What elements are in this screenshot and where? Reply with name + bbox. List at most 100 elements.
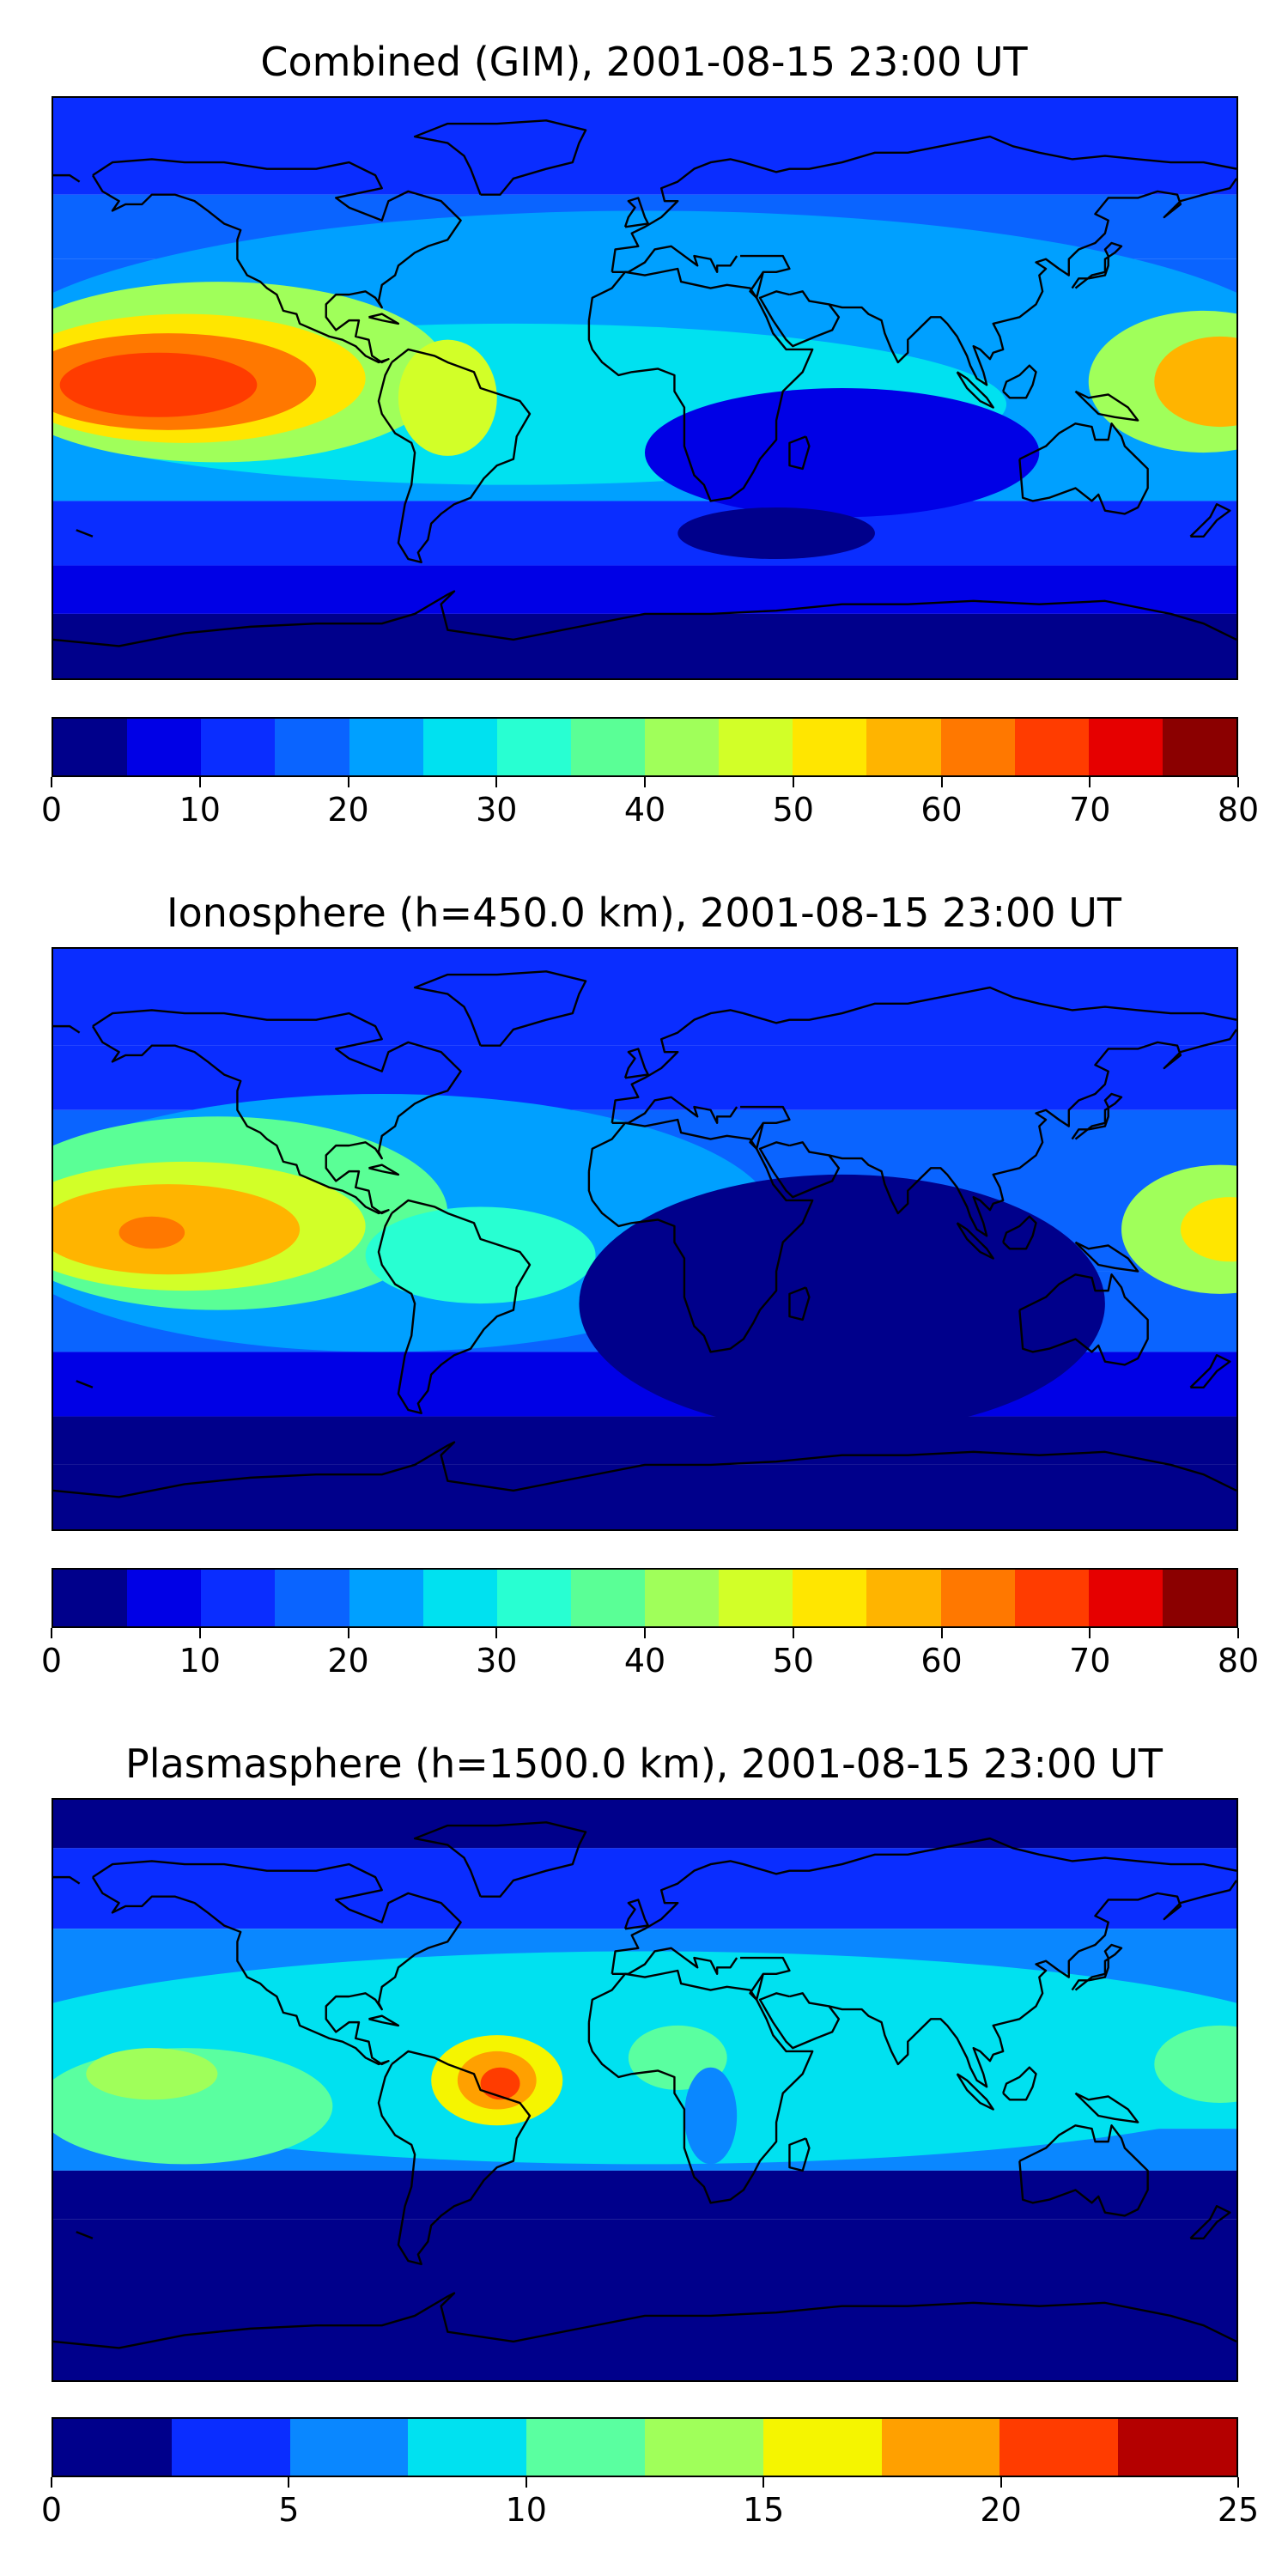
- coastline: [1002, 1215, 1037, 1250]
- coastline: [53, 2292, 1236, 2349]
- heatmap-band: [53, 2219, 1236, 2380]
- colorbar-tick: [999, 2477, 1002, 2488]
- colorbar-tick-label: 10: [179, 791, 221, 829]
- heatmap-band: [53, 1464, 1236, 1529]
- coastline: [1074, 390, 1139, 422]
- colorbar-tick: [1237, 2477, 1239, 2488]
- coastline: [611, 245, 738, 273]
- colorbar: [52, 2417, 1238, 2477]
- heatmap-band: [53, 2170, 1236, 2220]
- colorbar-segment: [719, 719, 793, 775]
- heatmap-contour: [1121, 1164, 1236, 1294]
- colorbar-segment: [408, 2419, 527, 2476]
- colorbar-tick-label: 5: [278, 2491, 300, 2529]
- coastline: [1002, 364, 1037, 399]
- coastline: [956, 371, 994, 409]
- coastline: [413, 119, 587, 196]
- colorbar-segment: [349, 719, 423, 775]
- colorbar-tick-label: 70: [1069, 791, 1111, 829]
- coastline: [758, 290, 841, 348]
- colorbar-tick: [1237, 1628, 1239, 1638]
- coastlines: [53, 1821, 1236, 2349]
- chart-title: Combined (GIM), 2001-08-15 23:00 UT: [260, 39, 1028, 85]
- colorbar-tick-label: 40: [623, 791, 666, 829]
- colorbar-segment: [496, 719, 571, 775]
- colorbar-tick: [940, 777, 943, 787]
- heatmap-band: [53, 949, 1236, 1046]
- coastline: [956, 1222, 994, 1260]
- colorbar-tick: [51, 2477, 52, 2488]
- coastline: [368, 1163, 400, 1176]
- coastline: [1071, 1092, 1123, 1140]
- colorbar-segment: [422, 1570, 497, 1626]
- coastlines: [53, 119, 1236, 647]
- colorbar-segment: [881, 2419, 1000, 2476]
- colorbar-tick-label: 0: [40, 2491, 63, 2529]
- colorbar-tick: [792, 777, 794, 787]
- colorbar-segment: [1014, 719, 1089, 775]
- coastline: [1018, 2124, 1149, 2217]
- coastline: [53, 173, 81, 183]
- colorbar-segment: [644, 2419, 763, 2476]
- coastline: [368, 313, 400, 325]
- colorbar-segment: [1162, 1570, 1236, 1626]
- chart-title: Ionosphere (h=450.0 km), 2001-08-15 23:0…: [167, 890, 1121, 936]
- colorbar-tick-label: 15: [743, 2491, 785, 2529]
- coastline: [91, 1860, 462, 2066]
- heatmap-contour: [645, 388, 1040, 518]
- colorbar-tick-label: 10: [179, 1642, 221, 1680]
- coastline: [788, 435, 811, 471]
- coastline: [829, 178, 1236, 386]
- coastline: [368, 2014, 400, 2027]
- colorbar-tick-label: 20: [980, 2491, 1022, 2529]
- coastline: [76, 2231, 94, 2239]
- colorbar-segment: [1088, 1570, 1163, 1626]
- coastline: [53, 1875, 81, 1885]
- colorbar-segment: [719, 1570, 793, 1626]
- coastline: [1071, 241, 1123, 289]
- colorbar-tick-label: 80: [1217, 791, 1260, 829]
- colorbar-segment: [171, 2419, 290, 2476]
- coastline: [1071, 1943, 1123, 1991]
- coastline: [788, 1286, 811, 1321]
- coastline: [1189, 1354, 1231, 1388]
- coastline: [788, 2137, 811, 2172]
- heatmap-band: [53, 501, 1236, 566]
- coastline: [1074, 1241, 1139, 1273]
- colorbar-segment: [201, 1570, 276, 1626]
- colorbar-segment: [570, 719, 645, 775]
- map-plot: [52, 947, 1238, 1531]
- colorbar-tick: [495, 777, 498, 787]
- colorbar-segment: [645, 719, 720, 775]
- colorbar-segment: [1014, 1570, 1089, 1626]
- colorbar-segment: [762, 2419, 882, 2476]
- heatmap-contour: [59, 352, 258, 417]
- colorbar-segment: [1088, 719, 1163, 775]
- coastline: [623, 1048, 649, 1079]
- colorbar-segment: [53, 719, 128, 775]
- heatmap-contour: [677, 507, 875, 560]
- heatmap-contour: [579, 1174, 1105, 1433]
- heatmap-band: [53, 1800, 1236, 1849]
- coastline: [956, 2073, 994, 2111]
- colorbar-segment: [793, 719, 867, 775]
- coastline: [740, 1956, 791, 2002]
- colorbar-tick-label: 60: [920, 791, 963, 829]
- coastline: [377, 1199, 532, 1414]
- map-plot: [52, 1798, 1238, 2382]
- coastline: [611, 135, 1236, 272]
- coastline: [1018, 422, 1149, 515]
- map-plot: [52, 96, 1238, 680]
- coastline: [1074, 2092, 1139, 2123]
- colorbar-tick-label: 20: [327, 791, 369, 829]
- colorbar-segment: [1118, 2419, 1236, 2476]
- colorbar-tick-label: 30: [476, 791, 518, 829]
- colorbar-tick: [51, 1628, 52, 1638]
- colorbar-tick-label: 50: [772, 791, 814, 829]
- colorbar-segment: [866, 1570, 941, 1626]
- heatmap-contour: [683, 2067, 738, 2165]
- colorbar-tick-label: 0: [40, 1642, 63, 1680]
- coastline: [91, 1009, 462, 1215]
- colorbar-tick: [347, 1628, 349, 1638]
- colorbar-tick: [525, 2477, 527, 2488]
